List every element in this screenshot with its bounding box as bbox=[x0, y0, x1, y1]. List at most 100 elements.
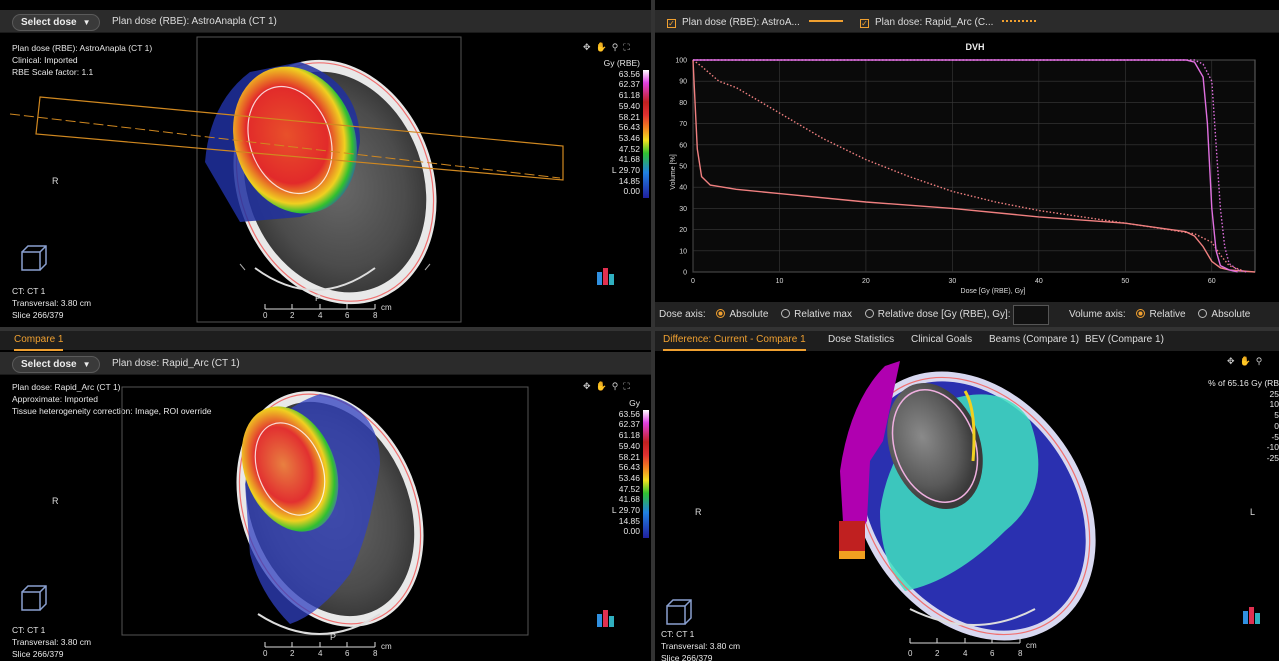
dotted-line-swatch bbox=[1002, 20, 1037, 22]
checkbox-astro[interactable]: ✓ bbox=[667, 19, 676, 28]
scale-tick: 4 bbox=[318, 649, 323, 658]
dose-axis-label: Dose axis: bbox=[659, 309, 706, 320]
tab-difference[interactable]: Difference: Current - Compare 1 bbox=[663, 331, 806, 351]
scale-tick: 8 bbox=[373, 311, 378, 320]
orientation-right-label: R bbox=[695, 507, 702, 517]
scale-tick: 8 bbox=[373, 649, 378, 658]
scale-tick: 4 bbox=[318, 311, 323, 320]
difference-high-region bbox=[840, 361, 900, 556]
scale-tick: 6 bbox=[345, 311, 350, 320]
hand-icon[interactable]: ✋ bbox=[595, 42, 612, 52]
raystation-logo-icon bbox=[1243, 607, 1260, 624]
legend-value: -5 bbox=[1271, 431, 1279, 442]
legend-item-rapidarc[interactable]: ✓ Plan dose: Rapid_Arc (C... bbox=[860, 17, 1037, 28]
ct-label: CT: CT 1 bbox=[12, 286, 46, 296]
select-dose-button[interactable]: Select dose ▼ bbox=[12, 14, 100, 31]
scale-tick: 2 bbox=[290, 649, 295, 658]
slice-label: Slice 266/379 bbox=[12, 649, 64, 659]
x-tick-label: 30 bbox=[948, 278, 956, 285]
orientation-cube-icon[interactable] bbox=[21, 245, 47, 271]
fullscreen-icon[interactable]: ⛶ bbox=[623, 42, 635, 52]
zoom-icon[interactable]: ⚲ bbox=[611, 381, 624, 391]
legend-value: -10 bbox=[1266, 442, 1279, 453]
radio-icon[interactable] bbox=[781, 309, 791, 318]
dose-legend: Gy 63.56 62.37 61.18 59.40 58.21 56.43 5… bbox=[596, 398, 640, 537]
legend-value: 58.21 bbox=[618, 451, 640, 462]
dvh-panel: ✓ Plan dose (RBE): AstroA... ✓ Plan dose: … bbox=[655, 0, 1279, 327]
radio-icon[interactable] bbox=[1136, 309, 1146, 318]
volume-option-absolute[interactable]: Absolute bbox=[1198, 309, 1250, 320]
legend-value: 10 bbox=[1269, 399, 1279, 410]
volume-option-relative[interactable]: Relative bbox=[1136, 309, 1186, 320]
y-tick-label: 80 bbox=[679, 100, 687, 107]
legend-value: L 29.70 bbox=[611, 165, 640, 176]
couch bbox=[909, 608, 1036, 626]
legend-value: L 29.70 bbox=[611, 505, 640, 516]
view-frame bbox=[121, 386, 529, 636]
couch bbox=[257, 613, 381, 635]
view-info: CT: CT 1 Transversal: 3.80 cm Slice 266/… bbox=[12, 624, 91, 660]
tab-compare-1[interactable]: Compare 1 bbox=[14, 331, 64, 351]
y-tick-label: 90 bbox=[679, 79, 687, 86]
x-tick-label: 40 bbox=[1035, 278, 1043, 285]
fullscreen-icon[interactable]: ⛶ bbox=[623, 381, 635, 391]
view-tools: ✥✋⚲⛶ bbox=[583, 42, 635, 53]
hotspot bbox=[963, 390, 976, 462]
legend-value: 47.52 bbox=[618, 483, 640, 494]
dose-option-relative-dose[interactable]: Relative dose [Gy (RBE), Gy]: bbox=[864, 309, 1011, 320]
legend-value: 41.68 bbox=[618, 494, 640, 505]
ct-image[interactable] bbox=[0, 32, 651, 327]
x-tick-label: 10 bbox=[776, 278, 784, 285]
dose-option-relative-max[interactable]: Relative max bbox=[781, 309, 852, 320]
radio-icon[interactable] bbox=[864, 309, 874, 318]
viewer-title: Plan dose (RBE): AstroAnapla (CT 1) bbox=[112, 16, 277, 27]
select-dose-button[interactable]: Select dose ▼ bbox=[12, 356, 100, 373]
zoom-icon[interactable]: ⚲ bbox=[1255, 356, 1268, 366]
radio-icon[interactable] bbox=[1198, 309, 1208, 318]
tab-dose-statistics[interactable]: Dose Statistics bbox=[828, 334, 895, 345]
viewer-title: Plan dose: Rapid_Arc (CT 1) bbox=[112, 358, 240, 369]
bottom-left-viewer: Compare 1 Select dose ▼ Plan dose: Rapid_… bbox=[0, 331, 651, 661]
zoom-icon[interactable]: ⚲ bbox=[611, 42, 624, 52]
orientation-cube-icon[interactable] bbox=[21, 585, 47, 611]
y-tick-label: 30 bbox=[679, 206, 687, 213]
tab-beams[interactable]: Beams (Compare 1) bbox=[989, 334, 1080, 345]
target-area bbox=[887, 383, 983, 509]
legend-value: 58.21 bbox=[618, 111, 640, 122]
ct-difference-image[interactable] bbox=[655, 351, 1279, 661]
checkbox-rapidarc[interactable]: ✓ bbox=[860, 19, 869, 28]
tab-clinical-goals[interactable]: Clinical Goals bbox=[911, 334, 973, 345]
radio-icon[interactable] bbox=[716, 309, 726, 318]
relative-dose-input[interactable] bbox=[1013, 305, 1049, 325]
hand-icon[interactable]: ✋ bbox=[1239, 356, 1256, 366]
y-tick-label: 10 bbox=[679, 248, 687, 255]
y-tick-label: 50 bbox=[679, 164, 687, 171]
y-tick-label: 100 bbox=[675, 58, 687, 65]
ct-image[interactable] bbox=[0, 374, 651, 661]
horizontal-splitter[interactable] bbox=[0, 327, 1279, 331]
dose-axis-control: Dose axis: Absolute Relative max Relativ… bbox=[659, 309, 1011, 320]
slice-label: Slice 266/379 bbox=[661, 653, 713, 661]
pan-icon[interactable]: ✥ bbox=[583, 381, 596, 391]
scale-unit: cm bbox=[1026, 641, 1037, 650]
scale-tick: 2 bbox=[290, 311, 295, 320]
scale-tick: 6 bbox=[345, 649, 350, 658]
dose-option-absolute[interactable]: Absolute bbox=[716, 309, 768, 320]
view-label: Transversal: 3.80 cm bbox=[661, 641, 741, 651]
view-info: CT: CT 1 Transversal: 3.80 cm Slice 266/… bbox=[12, 285, 91, 321]
legend-item-astro[interactable]: ✓ Plan dose (RBE): AstroA... bbox=[667, 17, 843, 28]
pan-icon[interactable]: ✥ bbox=[583, 42, 596, 52]
tab-bev[interactable]: BEV (Compare 1) bbox=[1085, 334, 1164, 345]
orientation-cube-icon[interactable] bbox=[666, 599, 692, 625]
pan-icon[interactable]: ✥ bbox=[1227, 356, 1240, 366]
beam-outline bbox=[35, 96, 564, 181]
x-axis-label: Dose [Gy (RBE), Gy] bbox=[961, 288, 1026, 295]
hand-icon[interactable]: ✋ bbox=[595, 381, 612, 391]
ct-label: CT: CT 1 bbox=[661, 629, 695, 639]
legend-value: 56.43 bbox=[618, 122, 640, 133]
legend-value: 62.37 bbox=[618, 79, 640, 90]
legend-value: 53.46 bbox=[618, 132, 640, 143]
info-line: Clinical: Imported bbox=[12, 55, 78, 65]
dose-info: Plan dose: Rapid_Arc (CT 1) Approximate:… bbox=[12, 381, 212, 417]
